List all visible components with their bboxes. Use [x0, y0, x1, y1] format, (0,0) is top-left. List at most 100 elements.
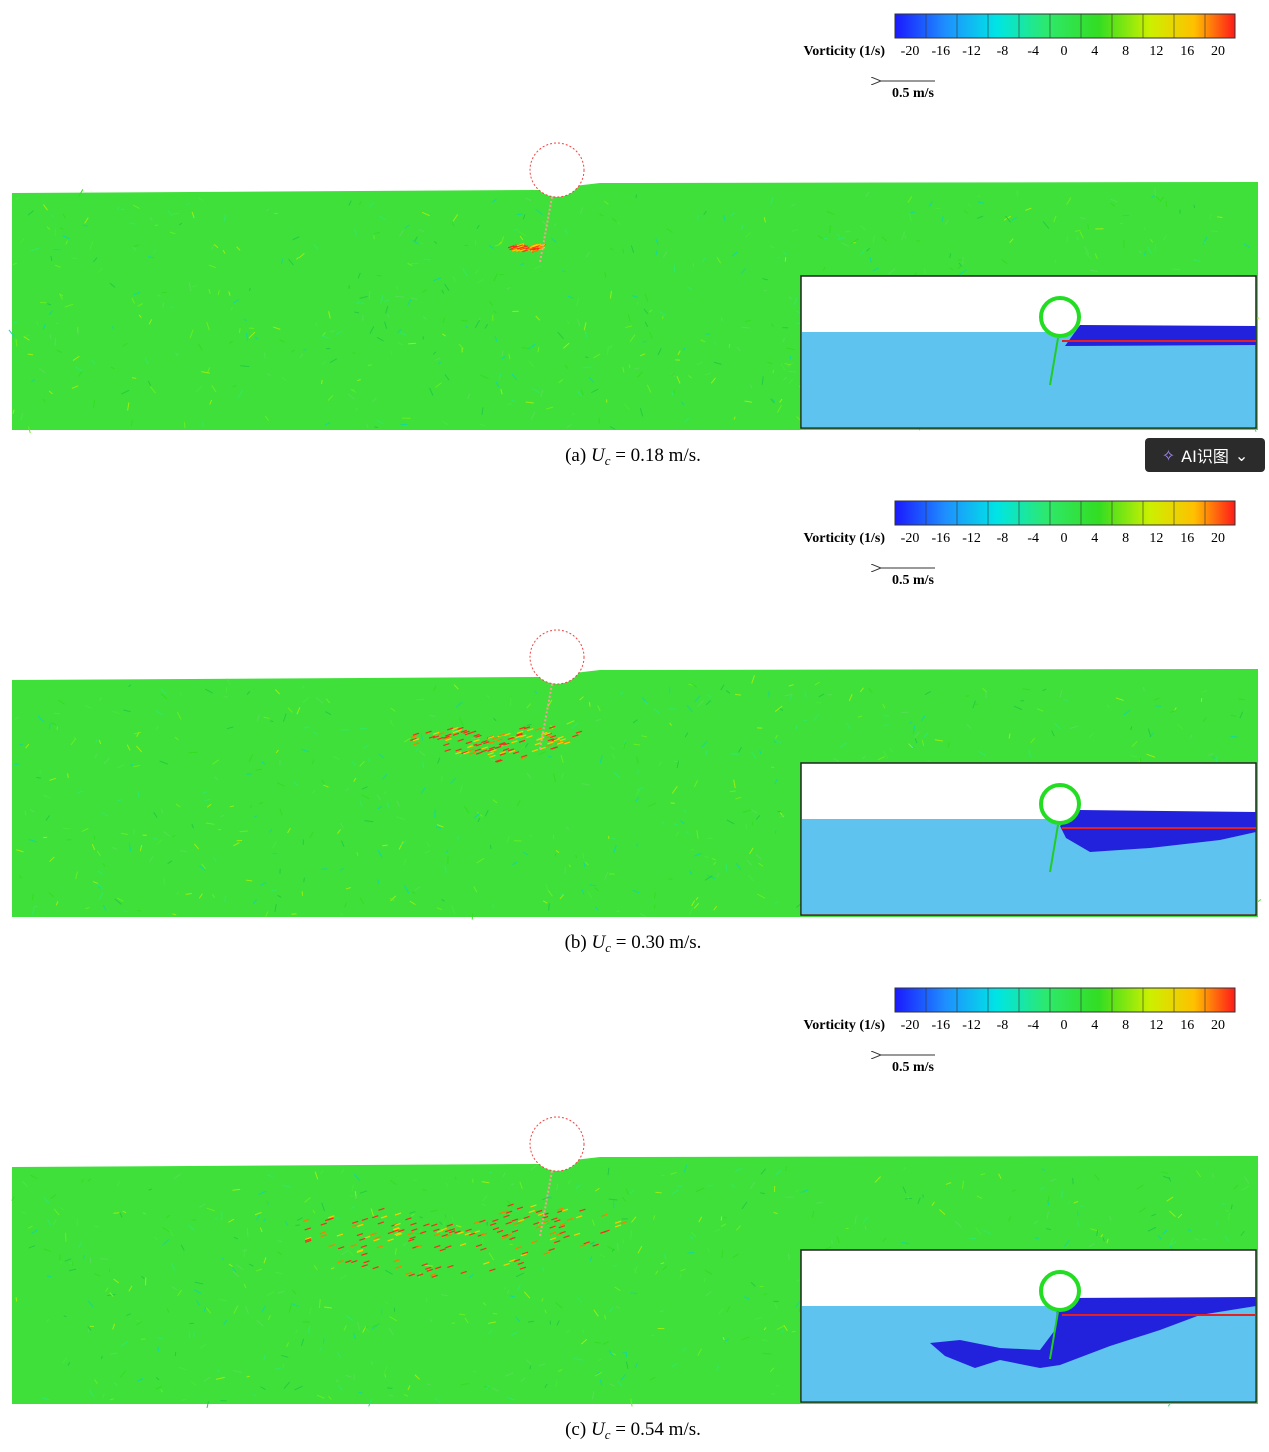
- vortex-vector: [319, 1231, 326, 1235]
- flow-vector: [696, 361, 704, 366]
- vortex-vector: [547, 741, 554, 745]
- ai-button[interactable]: ✧ AI识图 ⌄: [1145, 438, 1265, 472]
- flow-vector: [594, 1341, 601, 1344]
- ai-button-label[interactable]: AI识图: [1181, 447, 1229, 466]
- flow-vector: [340, 1168, 345, 1174]
- flow-vector: [917, 1197, 921, 1204]
- flow-vector: [716, 872, 720, 878]
- flow-vector: [1187, 1229, 1191, 1232]
- flow-vector: [109, 1398, 114, 1401]
- flow-vector: [384, 299, 390, 303]
- vortex-vector: [460, 1270, 467, 1275]
- flow-vector: [212, 759, 220, 765]
- flow-vector: [292, 236, 300, 241]
- flow-vector: [60, 1260, 62, 1264]
- flow-vector: [370, 1361, 373, 1365]
- vortex-vector: [337, 1260, 344, 1264]
- flow-vector: [608, 1306, 614, 1313]
- vortex-vector: [351, 1220, 359, 1224]
- flow-vector: [109, 282, 116, 288]
- flow-vector: [121, 389, 130, 395]
- flow-vector: [366, 423, 369, 429]
- flow-vector: [23, 336, 30, 341]
- flow-vector: [609, 426, 616, 430]
- flow-vector: [642, 340, 647, 343]
- flow-vector: [308, 1325, 311, 1334]
- flow-vector: [763, 1327, 767, 1331]
- vortex-vector: [516, 732, 523, 736]
- flow-vector: [795, 725, 798, 731]
- flow-vector: [1208, 753, 1214, 756]
- flow-vector: [630, 1292, 638, 1295]
- flow-vector: [180, 849, 188, 853]
- flow-vector: [28, 838, 37, 843]
- flow-vector: [481, 1203, 487, 1207]
- flow-vector: [335, 1379, 339, 1383]
- flow-vector: [384, 321, 388, 329]
- flow-vector: [191, 823, 194, 829]
- flow-vector: [582, 1329, 584, 1333]
- flow-vector: [567, 295, 575, 299]
- flow-vector: [731, 251, 738, 257]
- flow-vector: [720, 684, 725, 691]
- flow-vector: [612, 1199, 615, 1209]
- flow-vector: [562, 270, 566, 273]
- flow-vector: [877, 756, 885, 761]
- flow-vector: [696, 700, 704, 708]
- flow-vector: [1059, 690, 1063, 698]
- flow-vector: [1089, 269, 1099, 273]
- flow-vector: [155, 710, 164, 716]
- flow-vector: [791, 228, 799, 232]
- flow-vector: [1011, 216, 1018, 221]
- flow-vector: [55, 901, 59, 906]
- flow-vector: [735, 1225, 742, 1231]
- flow-vector: [435, 382, 442, 388]
- vortex-vector: [487, 735, 495, 739]
- colorbar-label: Vorticity (1/s): [803, 531, 885, 546]
- flow-vector: [99, 697, 102, 701]
- flow-vector: [93, 1273, 101, 1277]
- flow-vector: [137, 302, 144, 307]
- flow-vector: [1230, 735, 1238, 738]
- vortex-vector: [459, 1243, 467, 1247]
- flow-vector: [1138, 250, 1142, 254]
- vortex-vector: [531, 243, 538, 247]
- flow-vector: [316, 1394, 325, 1399]
- flow-vector: [28, 1245, 36, 1249]
- vortex-vector: [445, 1233, 453, 1238]
- flow-vector: [481, 1181, 490, 1184]
- flow-vector: [357, 272, 361, 279]
- flow-vector: [52, 1218, 57, 1226]
- flow-vector: [233, 1305, 239, 1314]
- flow-vector: [492, 1313, 498, 1315]
- vortex-vector: [452, 732, 460, 736]
- flow-vector: [965, 695, 970, 697]
- flow-vector: [713, 861, 717, 866]
- vortex-vector: [473, 1220, 481, 1225]
- flow-vector: [304, 1197, 311, 1203]
- flow-vector: [58, 699, 65, 705]
- flow-vector: [191, 211, 195, 219]
- cylinder: [529, 142, 585, 198]
- flow-vector: [770, 398, 775, 404]
- caption: (c) Uc = 0.54 m/s.: [565, 1419, 701, 1445]
- flow-vector: [963, 210, 968, 214]
- flow-vector: [733, 416, 736, 420]
- flow-vector: [976, 215, 984, 219]
- vortex-vector: [359, 1237, 366, 1241]
- colorbar: [894, 13, 1236, 39]
- vortex-vector: [488, 740, 495, 745]
- flow-vector: [1201, 690, 1208, 694]
- flow-vector: [255, 1214, 260, 1221]
- flow-vector: [888, 268, 896, 275]
- vortex-vector: [320, 1234, 327, 1238]
- flow-vector: [804, 691, 807, 698]
- vortex-vector: [356, 1249, 363, 1254]
- flow-vector: [1088, 1243, 1095, 1248]
- flow-vector: [126, 1313, 131, 1316]
- vortex-vector: [455, 751, 462, 755]
- vortex-vector: [328, 1243, 335, 1248]
- flow-vector: [232, 1369, 242, 1373]
- flow-vector: [351, 1205, 356, 1210]
- flow-vector: [579, 696, 584, 701]
